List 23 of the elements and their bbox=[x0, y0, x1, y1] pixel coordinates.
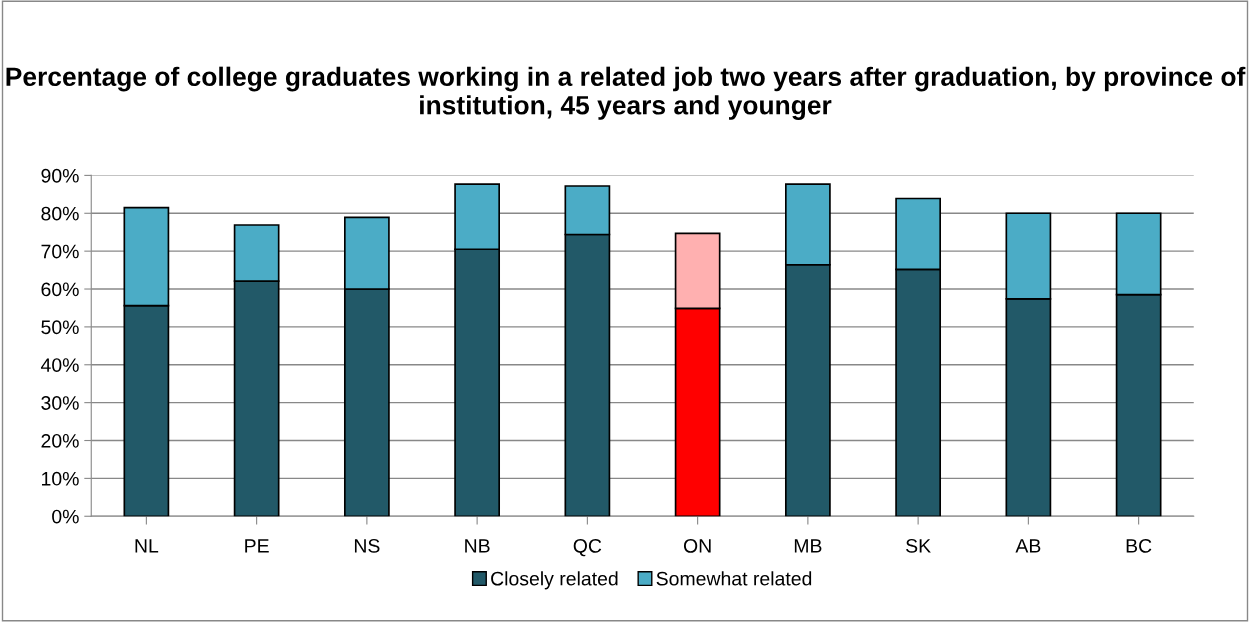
y-tick-label: 40% bbox=[40, 358, 79, 373]
x-tick-label: QC bbox=[573, 539, 602, 557]
x-tick-label: PE bbox=[245, 539, 269, 553]
x-tick-label: AB bbox=[1015, 539, 1041, 553]
x-tick-label: NS bbox=[354, 539, 380, 553]
y-tick-label: 30% bbox=[41, 396, 79, 410]
y-tick-label: 10% bbox=[42, 471, 79, 486]
y-tick-label: 20% bbox=[41, 433, 79, 448]
chart-title: Percentage of college graduates working in a related job two years after graduation, by province of institution, 45 years and younger bbox=[6, 66, 1246, 120]
x-tick-label: SK bbox=[906, 539, 931, 553]
legend-label: Somewhat related bbox=[656, 571, 812, 586]
x-tick-label: NB bbox=[465, 539, 490, 553]
y-tick-label: 70% bbox=[41, 244, 79, 259]
x-tick-label: NL bbox=[135, 539, 159, 553]
legend-label: Closely related bbox=[491, 571, 618, 590]
y-tick-label: 80% bbox=[41, 206, 79, 221]
y-tick-label: 0% bbox=[52, 509, 79, 524]
y-tick-label: 50% bbox=[41, 320, 79, 335]
x-tick-label: ON bbox=[683, 539, 711, 553]
x-tick-label: BC bbox=[1126, 539, 1152, 553]
y-tick-label: 90% bbox=[41, 168, 79, 183]
x-tick-label: MB bbox=[794, 539, 822, 553]
y-tick-label: 60% bbox=[41, 282, 79, 297]
